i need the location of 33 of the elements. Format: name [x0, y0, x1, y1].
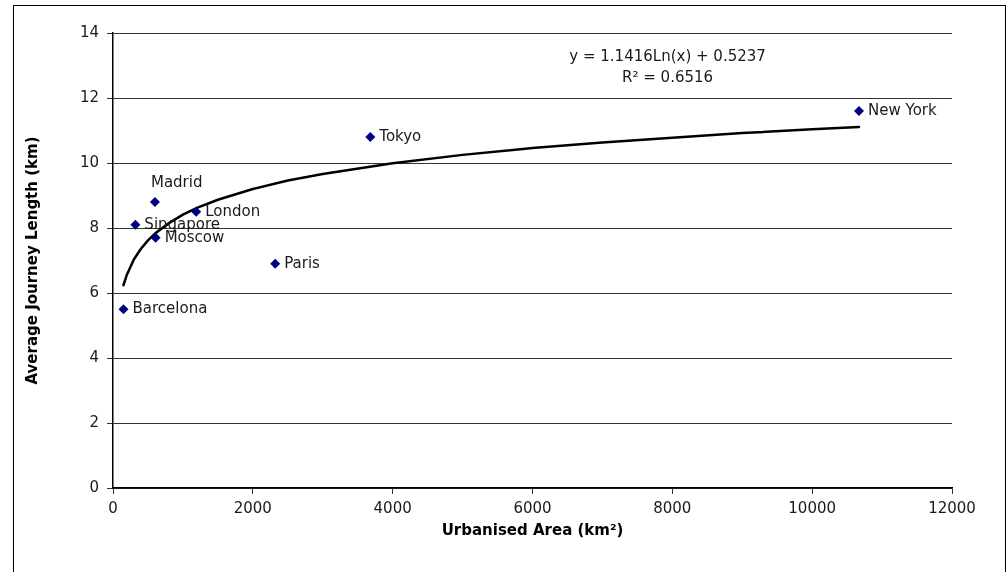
series-label: Tokyo	[378, 126, 422, 145]
y-tick-label: 4	[89, 347, 99, 366]
x-tick-label: 2000	[233, 498, 272, 517]
point	[854, 106, 865, 116]
y-tick-label: 14	[79, 22, 99, 41]
y-axis-title: Average Journey Length (km)	[22, 136, 41, 385]
point	[118, 304, 129, 315]
y-tick-label: 10	[79, 152, 99, 171]
series-label: Barcelona	[132, 299, 208, 318]
point	[191, 206, 202, 217]
x-tick-label: 10000	[788, 498, 837, 517]
x-tick-label: 12000	[928, 498, 976, 517]
series-label: New York	[868, 100, 938, 119]
annotation: R² = 0.6516	[622, 67, 714, 86]
y-tick-label: 12	[79, 87, 99, 106]
y-tick-label: 8	[89, 217, 99, 236]
x-tick-label: 0	[108, 498, 118, 517]
annotation: y = 1.1416Ln(x) + 0.5237	[569, 46, 766, 65]
x-tick-label: 8000	[653, 498, 692, 517]
x-axis-title: Urbanised Area (km²)	[441, 520, 624, 539]
y-tick-label: 6	[89, 282, 99, 301]
point	[150, 232, 161, 243]
series-label: Paris	[284, 253, 321, 272]
point	[365, 132, 376, 142]
x-tick-label: 6000	[513, 498, 552, 517]
series-label: London	[205, 201, 261, 220]
y-tick-label: 2	[89, 412, 99, 431]
point	[130, 219, 141, 230]
point	[270, 258, 281, 269]
series-label: Madrid	[150, 172, 203, 191]
point	[149, 197, 160, 207]
x-tick-label: 4000	[373, 498, 412, 517]
y-tick-label: 0	[89, 477, 99, 496]
